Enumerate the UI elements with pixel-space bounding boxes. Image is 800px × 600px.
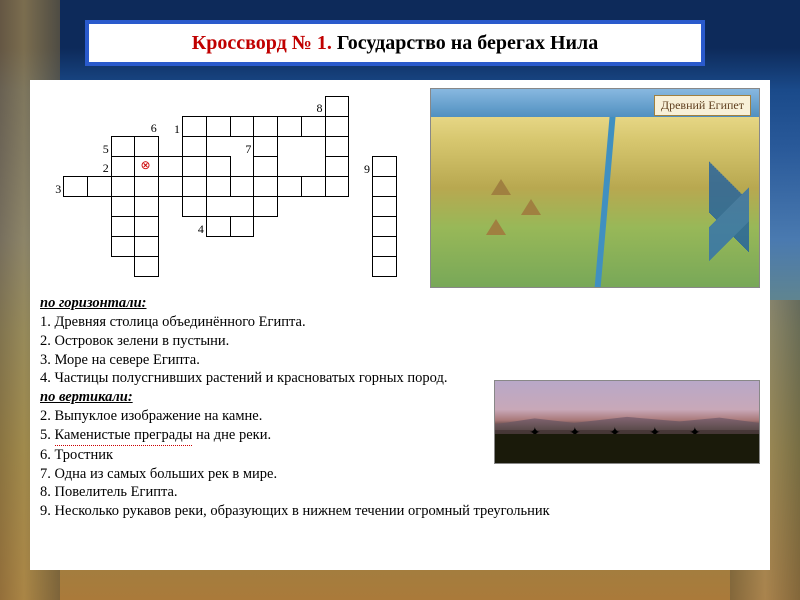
cell[interactable]	[183, 137, 207, 157]
cell[interactable]	[254, 197, 278, 217]
clue-num-1: 1	[159, 117, 183, 137]
cell[interactable]	[278, 117, 302, 137]
cell[interactable]	[254, 177, 278, 197]
cell[interactable]	[230, 217, 254, 237]
cell[interactable]	[372, 257, 396, 277]
landscape-photo	[494, 380, 760, 464]
cell[interactable]	[230, 177, 254, 197]
cell[interactable]	[159, 177, 183, 197]
clue-num-8: 8	[301, 97, 325, 117]
title-main: Государство на берегах Нила	[332, 32, 598, 54]
palm-icon	[655, 435, 657, 459]
cell[interactable]	[135, 177, 159, 197]
map-nile-river	[594, 117, 615, 288]
cell[interactable]	[372, 237, 396, 257]
clue-down-8: 8. Повелитель Египта.	[40, 483, 760, 502]
clue-across-2: 2. Островок зелени в пустыни.	[40, 332, 760, 351]
cell[interactable]	[206, 177, 230, 197]
cell[interactable]	[64, 177, 88, 197]
cell[interactable]	[135, 197, 159, 217]
cell[interactable]	[135, 257, 159, 277]
cell[interactable]	[254, 137, 278, 157]
palm-icon	[575, 435, 577, 459]
cell[interactable]	[183, 117, 207, 137]
cell[interactable]	[325, 117, 349, 137]
palm-icon	[615, 435, 617, 459]
clue-across-1: 1. Древняя столица объединённого Египта.	[40, 313, 760, 332]
egypt-map: Древний Египет	[430, 88, 760, 288]
cell[interactable]	[278, 177, 302, 197]
clue-num-2: 2	[87, 157, 111, 177]
clue-num-3: 3	[40, 177, 64, 197]
cell[interactable]	[372, 217, 396, 237]
cell[interactable]	[111, 157, 135, 177]
cell[interactable]	[206, 117, 230, 137]
cell[interactable]	[206, 157, 230, 177]
title-bar: Кроссворд № 1. Государство на берегах Ни…	[85, 20, 705, 66]
pyramid-icon	[521, 199, 541, 215]
cell[interactable]	[254, 157, 278, 177]
cell[interactable]	[372, 197, 396, 217]
clue-down-9: 9. Несколько рукавов реки, образующих в …	[40, 502, 760, 521]
map-holder: Древний Египет	[430, 88, 760, 288]
palm-icon	[695, 435, 697, 459]
cell[interactable]	[372, 157, 396, 177]
crossword-grid-holder: 8 6 1	[40, 88, 420, 288]
cell[interactable]	[159, 157, 183, 177]
pyramid-icon	[491, 179, 511, 195]
palm-icon	[535, 435, 537, 459]
across-header: по горизонтали:	[40, 295, 146, 311]
clue-num-4: 4	[183, 217, 207, 237]
cell[interactable]	[206, 217, 230, 237]
title-prefix: Кроссворд № 1.	[192, 32, 332, 54]
cell[interactable]	[111, 137, 135, 157]
cell[interactable]	[301, 177, 325, 197]
down-header: по вертикали:	[40, 389, 133, 405]
cell[interactable]	[135, 237, 159, 257]
cell[interactable]	[111, 237, 135, 257]
cell[interactable]	[325, 137, 349, 157]
cell[interactable]	[111, 197, 135, 217]
cell[interactable]	[325, 157, 349, 177]
cell[interactable]	[230, 117, 254, 137]
crossword-grid: 8 6 1	[40, 96, 420, 277]
cell[interactable]	[183, 157, 207, 177]
cell[interactable]	[183, 197, 207, 217]
pyramid-icon	[486, 219, 506, 235]
map-title-label: Древний Египет	[654, 95, 751, 116]
cell[interactable]	[254, 117, 278, 137]
cell[interactable]	[135, 217, 159, 237]
clue-num-7: 7	[230, 137, 254, 157]
clue-num-6: 6	[135, 117, 159, 137]
clue-down-7: 7. Одна из самых больших рек в мире.	[40, 465, 760, 484]
map-red-sea	[709, 159, 749, 288]
clue-down-5-text: Каменистые преграды	[55, 426, 193, 446]
content-panel: 8 6 1	[30, 80, 770, 570]
cell[interactable]	[325, 97, 349, 117]
cell-marked[interactable]	[135, 157, 159, 177]
cell[interactable]	[87, 177, 111, 197]
clue-num-5: 5	[87, 137, 111, 157]
cell[interactable]	[111, 217, 135, 237]
cell[interactable]	[325, 177, 349, 197]
cell[interactable]	[372, 177, 396, 197]
cell[interactable]	[135, 137, 159, 157]
cell[interactable]	[183, 177, 207, 197]
clue-num-9: 9	[349, 157, 373, 177]
clue-across-3: 3. Море на севере Египта.	[40, 351, 760, 370]
cell[interactable]	[301, 117, 325, 137]
upper-row: 8 6 1	[40, 88, 760, 288]
page-title: Кроссворд № 1. Государство на берегах Ни…	[192, 32, 599, 55]
cell[interactable]	[111, 177, 135, 197]
